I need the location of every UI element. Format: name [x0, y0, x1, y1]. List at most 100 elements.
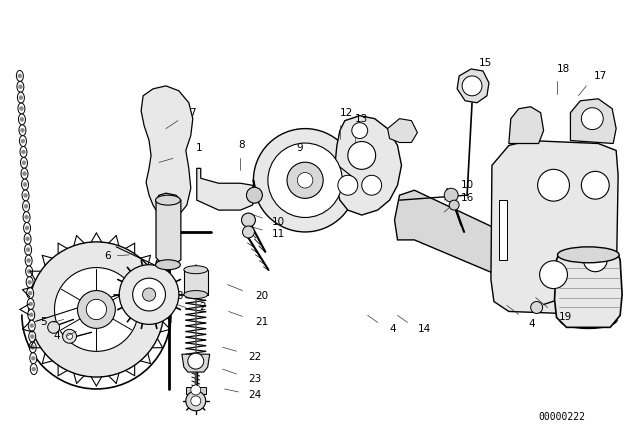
Ellipse shape: [557, 247, 619, 263]
Circle shape: [186, 391, 205, 411]
Circle shape: [338, 175, 358, 195]
Circle shape: [362, 175, 381, 195]
Circle shape: [63, 329, 77, 343]
Circle shape: [191, 385, 201, 395]
Circle shape: [31, 345, 35, 349]
Ellipse shape: [184, 291, 208, 298]
Circle shape: [29, 313, 33, 317]
Polygon shape: [499, 200, 507, 260]
Circle shape: [24, 204, 28, 208]
Ellipse shape: [30, 364, 37, 375]
Ellipse shape: [28, 309, 35, 320]
Circle shape: [352, 123, 368, 138]
Circle shape: [22, 161, 26, 165]
Ellipse shape: [26, 266, 33, 277]
Ellipse shape: [156, 260, 180, 270]
Ellipse shape: [24, 233, 31, 244]
Ellipse shape: [17, 82, 24, 92]
Circle shape: [241, 213, 255, 227]
Circle shape: [27, 269, 31, 273]
Circle shape: [25, 226, 29, 230]
Circle shape: [29, 242, 164, 377]
Circle shape: [23, 182, 27, 186]
Text: 23: 23: [248, 374, 262, 384]
Ellipse shape: [29, 342, 36, 353]
Text: 11: 11: [272, 229, 285, 239]
Text: 15: 15: [479, 58, 492, 68]
Circle shape: [77, 291, 115, 328]
Circle shape: [581, 171, 609, 199]
Polygon shape: [141, 86, 193, 220]
Circle shape: [143, 288, 156, 301]
Circle shape: [253, 129, 356, 232]
Text: 2: 2: [199, 302, 205, 312]
Circle shape: [20, 117, 24, 121]
Circle shape: [19, 107, 24, 111]
Polygon shape: [457, 69, 489, 103]
Circle shape: [31, 356, 35, 360]
Ellipse shape: [19, 136, 26, 146]
Text: 21: 21: [255, 317, 269, 327]
Text: 7: 7: [189, 108, 195, 118]
Ellipse shape: [20, 146, 27, 157]
Circle shape: [246, 187, 262, 203]
Ellipse shape: [26, 277, 33, 288]
Circle shape: [348, 142, 376, 169]
Circle shape: [29, 323, 34, 327]
Ellipse shape: [19, 114, 26, 125]
Polygon shape: [491, 141, 618, 314]
Text: 16: 16: [461, 193, 474, 203]
Text: 00000222: 00000222: [539, 412, 586, 422]
Ellipse shape: [17, 92, 24, 103]
Text: 14: 14: [417, 324, 431, 334]
Circle shape: [22, 150, 26, 154]
Ellipse shape: [25, 255, 32, 266]
Text: 10: 10: [272, 217, 285, 227]
Polygon shape: [570, 99, 616, 143]
Ellipse shape: [27, 288, 34, 298]
Polygon shape: [156, 193, 181, 266]
Ellipse shape: [17, 70, 23, 82]
Circle shape: [26, 237, 29, 241]
Polygon shape: [335, 116, 401, 215]
Text: 4: 4: [54, 332, 60, 341]
Ellipse shape: [22, 190, 29, 201]
Text: 10: 10: [461, 180, 474, 190]
Circle shape: [32, 367, 36, 371]
Circle shape: [243, 226, 255, 238]
Circle shape: [29, 302, 33, 306]
Circle shape: [19, 85, 22, 89]
Ellipse shape: [23, 211, 30, 223]
Ellipse shape: [22, 201, 29, 212]
Text: 13: 13: [355, 114, 368, 124]
Circle shape: [119, 265, 179, 324]
Circle shape: [21, 139, 25, 143]
Ellipse shape: [18, 103, 25, 114]
Text: 17: 17: [595, 71, 607, 81]
Ellipse shape: [21, 168, 28, 179]
Circle shape: [188, 353, 204, 369]
Circle shape: [24, 194, 28, 198]
Polygon shape: [388, 119, 417, 142]
Circle shape: [27, 258, 31, 263]
Text: 4: 4: [390, 324, 396, 334]
Ellipse shape: [22, 179, 29, 190]
Circle shape: [583, 248, 607, 271]
Circle shape: [48, 321, 60, 333]
Text: 8: 8: [239, 141, 245, 151]
Circle shape: [449, 200, 459, 210]
Polygon shape: [182, 354, 210, 372]
Circle shape: [86, 299, 106, 319]
Circle shape: [540, 261, 568, 289]
Ellipse shape: [28, 298, 34, 310]
Circle shape: [18, 74, 22, 78]
Polygon shape: [509, 107, 543, 143]
Circle shape: [67, 333, 72, 339]
Text: 3: 3: [176, 291, 182, 301]
Ellipse shape: [28, 320, 35, 331]
Text: 20: 20: [255, 291, 269, 301]
Ellipse shape: [19, 125, 26, 136]
Text: 18: 18: [557, 64, 570, 74]
Text: 9: 9: [296, 143, 303, 154]
Polygon shape: [394, 190, 568, 288]
